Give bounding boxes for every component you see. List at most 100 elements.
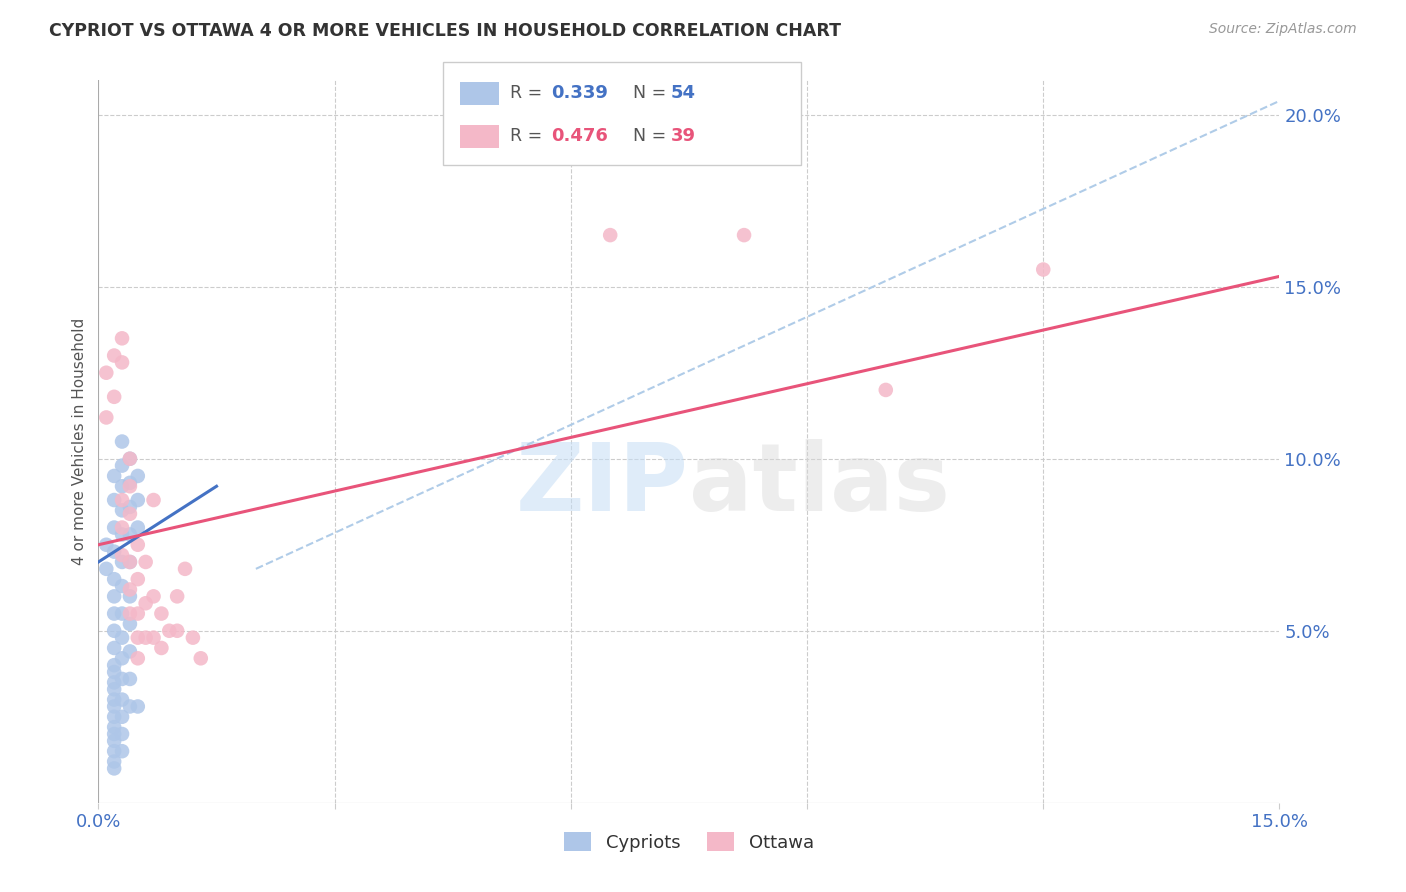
Point (103, 692, 125, 706)
Point (118, 527, 141, 541)
Text: 0.339: 0.339 (551, 84, 607, 103)
Point (103, 727, 125, 741)
Point (103, 720, 125, 734)
Point (118, 475, 141, 490)
Point (118, 699, 141, 714)
Point (111, 607, 134, 621)
Point (103, 699, 125, 714)
Point (103, 520, 125, 534)
Point (166, 624, 188, 638)
Point (142, 631, 165, 645)
Point (111, 355, 134, 369)
Point (111, 331, 134, 345)
Point (103, 624, 125, 638)
Point (118, 672, 141, 686)
Point (103, 544, 125, 558)
Point (96, 538, 118, 552)
Point (166, 590, 188, 604)
Point (111, 458, 134, 473)
Point (111, 520, 134, 534)
Point (111, 548, 134, 562)
Point (142, 590, 165, 604)
Point (135, 631, 157, 645)
Point (127, 538, 149, 552)
Text: Source: ZipAtlas.com: Source: ZipAtlas.com (1209, 22, 1357, 37)
Point (103, 349, 125, 363)
Y-axis label: 4 or more Vehicles in Household: 4 or more Vehicles in Household (72, 318, 87, 566)
Point (875, 383, 897, 397)
Point (118, 644, 141, 658)
Point (111, 579, 134, 593)
Point (127, 631, 149, 645)
Point (118, 590, 141, 604)
Point (118, 616, 141, 631)
Point (103, 665, 125, 679)
Point (96, 366, 118, 380)
Text: N =: N = (633, 84, 672, 103)
Text: R =: R = (510, 128, 548, 145)
Text: CYPRIOT VS OTTAWA 4 OR MORE VEHICLES IN HOUSEHOLD CORRELATION CHART: CYPRIOT VS OTTAWA 4 OR MORE VEHICLES IN … (49, 22, 841, 40)
Point (103, 682, 125, 697)
Point (157, 624, 180, 638)
Point (127, 469, 149, 483)
Text: atlas: atlas (689, 439, 950, 531)
Point (127, 607, 149, 621)
Point (103, 640, 125, 655)
Point (111, 631, 134, 645)
Point (111, 692, 134, 706)
Point (103, 675, 125, 690)
Point (135, 596, 157, 610)
Point (103, 761, 125, 775)
Point (118, 607, 141, 621)
Point (118, 582, 141, 597)
Point (103, 607, 125, 621)
Point (111, 744, 134, 758)
Point (103, 469, 125, 483)
Point (111, 503, 134, 517)
Point (118, 500, 141, 514)
Point (103, 572, 125, 586)
Point (190, 651, 212, 665)
Point (135, 555, 157, 569)
Point (111, 479, 134, 493)
Point (118, 555, 141, 569)
Text: ZIP: ZIP (516, 439, 689, 531)
Point (111, 727, 134, 741)
Text: R =: R = (510, 84, 548, 103)
Point (174, 562, 197, 576)
Point (111, 672, 134, 686)
Text: N =: N = (633, 128, 672, 145)
Point (103, 493, 125, 508)
Point (103, 734, 125, 748)
Point (111, 493, 134, 508)
Point (111, 555, 134, 569)
Point (103, 710, 125, 724)
Point (118, 451, 141, 466)
Legend: Cypriots, Ottawa: Cypriots, Ottawa (557, 825, 821, 859)
Text: 0.476: 0.476 (551, 128, 607, 145)
Point (118, 555, 141, 569)
Point (111, 651, 134, 665)
Point (111, 434, 134, 449)
Point (118, 451, 141, 466)
Point (181, 631, 204, 645)
Point (103, 390, 125, 404)
Text: 54: 54 (671, 84, 696, 103)
Point (103, 590, 125, 604)
Point (118, 507, 141, 521)
Point (96, 410, 118, 425)
Point (150, 640, 173, 655)
Point (111, 710, 134, 724)
Point (127, 572, 149, 586)
Point (127, 493, 149, 508)
Point (103, 755, 125, 769)
Point (150, 607, 173, 621)
Point (103, 658, 125, 673)
Point (96, 562, 118, 576)
Point (118, 479, 141, 493)
Point (111, 527, 134, 541)
Point (103, 744, 125, 758)
Point (733, 228, 755, 243)
Point (127, 651, 149, 665)
Point (142, 493, 165, 508)
